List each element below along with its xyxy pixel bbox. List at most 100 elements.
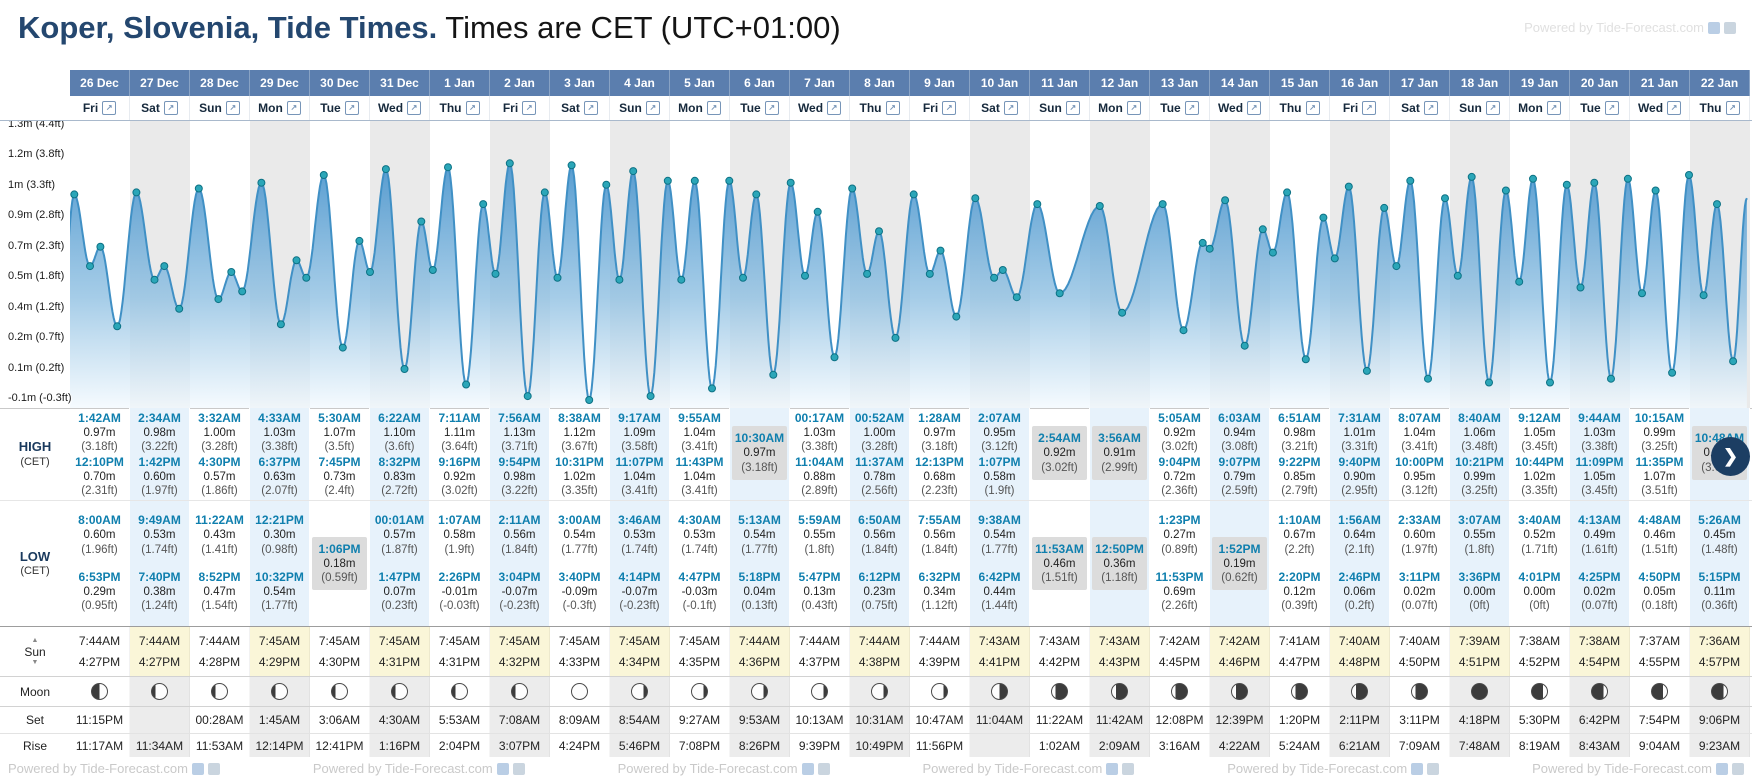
weekday-cell[interactable]: Tue ↗	[1150, 96, 1210, 120]
weekday-cell[interactable]: Sun ↗	[610, 96, 670, 120]
weekday-cell[interactable]: Mon ↗	[1090, 96, 1150, 120]
weekday-cell[interactable]: Sun ↗	[1450, 96, 1510, 120]
tide-time: 9:12AM	[1518, 411, 1561, 425]
external-link-icon[interactable]: ↗	[885, 101, 900, 115]
weekday-cell[interactable]: Wed ↗	[370, 96, 430, 120]
tide-time: 2:34AM	[138, 411, 181, 425]
sun-times-cell: 7:37AM 4:55PM	[1630, 627, 1690, 676]
external-link-icon[interactable]: ↗	[1667, 101, 1682, 115]
weekday-cell[interactable]: Tue ↗	[310, 96, 370, 120]
weekday-cell[interactable]: Sun ↗	[1030, 96, 1090, 120]
tide-time: 10:44PM	[1515, 454, 1564, 469]
sun-times-cell: 7:38AM 4:54PM	[1570, 627, 1630, 676]
weekday-cell[interactable]: Fri ↗	[70, 96, 130, 120]
tide-height-feet: (3.31ft)	[1341, 441, 1378, 454]
weekday-cell[interactable]: Tue ↗	[730, 96, 790, 120]
external-link-icon[interactable]: ↗	[1184, 101, 1199, 115]
external-link-icon[interactable]: ↗	[1485, 101, 1500, 115]
weekday-cell[interactable]: Wed ↗	[790, 96, 850, 120]
external-link-icon[interactable]: ↗	[706, 101, 721, 115]
external-link-icon[interactable]: ↗	[942, 101, 957, 115]
external-link-icon[interactable]: ↗	[1126, 101, 1141, 115]
tide-entry: 10:00PM 0.95m (3.12ft)	[1390, 455, 1449, 499]
sunrise-time: 7:45AM	[558, 633, 601, 648]
tide-time: 00:01AM	[374, 513, 425, 528]
external-link-icon[interactable]: ↗	[465, 101, 480, 115]
tide-extreme-marker	[1055, 289, 1064, 298]
weekday-cell[interactable]: Thu ↗	[1690, 96, 1750, 120]
sunrise-time: 7:42AM	[1218, 633, 1261, 648]
external-link-icon[interactable]: ↗	[1247, 101, 1262, 115]
external-link-icon[interactable]: ↗	[407, 101, 422, 115]
tide-entry: 7:40PM 0.38m (1.24ft)	[130, 570, 189, 614]
date-cell: 27 Dec	[130, 70, 190, 96]
tide-height-feet: (2.79ft)	[1281, 485, 1318, 498]
external-link-icon[interactable]: ↗	[764, 101, 779, 115]
moon-phase-cell	[610, 677, 670, 706]
tide-time: 5:30AM	[318, 411, 361, 425]
low-tide-cell: 1:07AM 0.58m (1.9ft) 2:26PM -0.01m (-0.03ft)	[430, 501, 490, 626]
date-cell: 8 Jan	[850, 70, 910, 96]
tide-height-feet: (3.12ft)	[981, 441, 1018, 454]
external-link-icon[interactable]: ↗	[1423, 101, 1438, 115]
external-link-icon[interactable]: ↗	[286, 101, 301, 115]
weekday-cell[interactable]: Fri ↗	[1330, 96, 1390, 120]
tide-height-metric: 0.43m	[203, 529, 236, 542]
date-header-row: 26 Dec 27 Dec 28 Dec 29 Dec 30 Dec 31 Dec 1 Ja…	[0, 70, 1752, 96]
weekday-cell[interactable]: Sat ↗	[970, 96, 1030, 120]
external-link-icon[interactable]: ↗	[827, 101, 842, 115]
external-link-icon[interactable]: ↗	[522, 101, 537, 115]
external-link-icon[interactable]: ↗	[1604, 101, 1619, 115]
tide-time: 8:40AM	[1458, 411, 1501, 425]
moon-phase-cell	[310, 677, 370, 706]
tide-extreme-marker	[553, 273, 562, 282]
moon-phase-icon	[391, 683, 408, 700]
weekday-cell[interactable]: Thu ↗	[1270, 96, 1330, 120]
tide-height-feet: (-0.03ft)	[439, 600, 480, 613]
high-tide-cell: 5:30AM 1.07m (3.5ft) 7:45PM 0.73m (2.4ft)	[310, 408, 370, 500]
sunrise-time: 7:44AM	[78, 633, 121, 648]
weekday-cell[interactable]: Sat ↗	[130, 96, 190, 120]
moonset-row-label: Set	[0, 707, 70, 733]
moonset-cell: 9:27AM	[670, 707, 730, 733]
weekday-cell[interactable]: Sat ↗	[1390, 96, 1450, 120]
weekday-cell[interactable]: Mon ↗	[670, 96, 730, 120]
share-icon	[191, 762, 204, 775]
tide-entry: 4:30PM 0.57m (1.86ft)	[190, 455, 249, 499]
moonrise-cell: 7:08PM	[670, 734, 730, 757]
external-link-icon[interactable]: ↗	[1362, 101, 1377, 115]
external-link-icon[interactable]: ↗	[1725, 101, 1740, 115]
weekday-cell[interactable]: Mon ↗	[250, 96, 310, 120]
high-timezone-label: (CET)	[20, 455, 50, 468]
external-link-icon[interactable]: ↗	[163, 101, 178, 115]
weekday-cell[interactable]: Wed ↗	[1210, 96, 1270, 120]
external-link-icon[interactable]: ↗	[645, 101, 660, 115]
external-link-icon[interactable]: ↗	[1065, 101, 1080, 115]
weekday-cell[interactable]: Sun ↗	[190, 96, 250, 120]
weekday-cell[interactable]: Wed ↗	[1630, 96, 1690, 120]
external-link-icon[interactable]: ↗	[1305, 101, 1320, 115]
tide-time: 10:31PM	[555, 454, 604, 469]
tide-chart: 1.3m (4.4ft) 1.2m (3.8ft) 1m (3.3ft) 0.9m (…	[0, 121, 1752, 409]
moon-phase-icon	[1711, 683, 1728, 700]
date-cell: 15 Jan	[1270, 70, 1330, 96]
tide-time: 11:43PM	[675, 454, 724, 469]
external-link-icon[interactable]: ↗	[344, 101, 359, 115]
external-link-icon[interactable]: ↗	[583, 101, 598, 115]
tide-entry: 8:52PM 0.47m (1.54ft)	[190, 570, 249, 614]
external-link-icon[interactable]: ↗	[225, 101, 240, 115]
weekday-cell[interactable]: Tue ↗	[1570, 96, 1630, 120]
external-link-icon[interactable]: ↗	[1546, 101, 1561, 115]
weekday-cell[interactable]: Fri ↗	[490, 96, 550, 120]
weekday-cell[interactable]: Mon ↗	[1510, 96, 1570, 120]
next-page-button[interactable]: ❯	[1711, 437, 1750, 476]
external-link-icon[interactable]: ↗	[102, 101, 117, 115]
weekday-cell[interactable]: Sat ↗	[550, 96, 610, 120]
moon-phase-icon	[691, 683, 708, 700]
weekday-cell[interactable]: Thu ↗	[850, 96, 910, 120]
moonset-cell: 11:15PM	[70, 707, 130, 733]
tide-time: 4:33AM	[258, 411, 301, 425]
weekday-cell[interactable]: Thu ↗	[430, 96, 490, 120]
weekday-cell[interactable]: Fri ↗	[910, 96, 970, 120]
external-link-icon[interactable]: ↗	[1003, 101, 1018, 115]
